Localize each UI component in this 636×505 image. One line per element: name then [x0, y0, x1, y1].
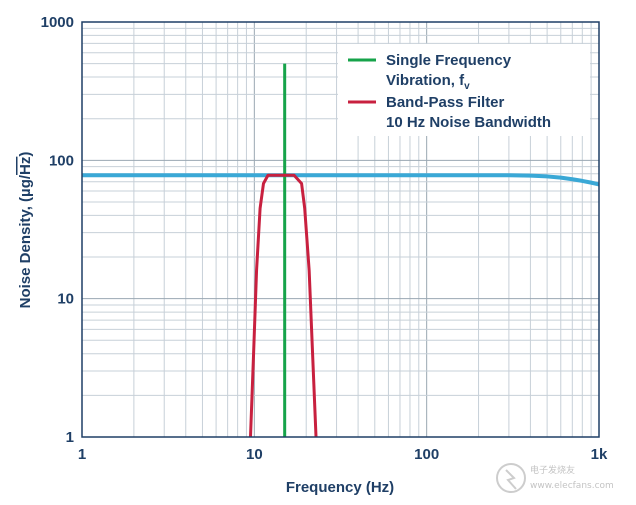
y-tick-label: 100: [49, 152, 74, 169]
legend-label-single-frequency-line1: Single Frequency: [386, 52, 512, 69]
legend-label-subscript-v: v: [464, 81, 470, 92]
x-tick-label: 1: [78, 446, 86, 463]
watermark-logo-bolt: [505, 469, 517, 490]
x-axis-title: Frequency (Hz): [286, 479, 394, 496]
watermark: 电子发烧友 www.elecfans.com: [496, 463, 614, 493]
watermark-text-cn: 电子发烧友: [530, 464, 575, 476]
x-tick-label: 1k: [591, 446, 608, 463]
y-axis-title-sqrt-hz: Hz: [17, 157, 34, 175]
y-axis-title-text: Noise Density, (µg/Hz): [17, 152, 34, 309]
legend-label-single-frequency-line2: Vibration, fv: [386, 72, 470, 92]
watermark-text-url: www.elecfans.com: [530, 481, 614, 491]
y-axis-title: Noise Density, (µg/Hz): [17, 152, 34, 309]
legend-label-band-pass-line1: Band-Pass Filter: [386, 94, 505, 111]
legend: Single Frequency Vibration, fv Band-Pass…: [338, 44, 590, 136]
legend-box: [338, 44, 590, 136]
y-axis-title-prefix: Noise Density, (µg/: [17, 174, 34, 308]
x-tick-label: 100: [414, 446, 439, 463]
y-tick-label: 1000: [41, 14, 74, 31]
y-tick-label: 1: [66, 429, 74, 446]
plot-frame: [81, 21, 600, 438]
series-line-band-pass-filter: [248, 173, 318, 437]
legend-label-vibration: Vibration, f: [386, 72, 465, 89]
tick-labels: 1 10 100 1k 1 10 100 1000: [41, 14, 608, 463]
series-layer: [82, 63, 599, 437]
watermark-logo-icon: [496, 463, 526, 493]
series-line-noise-density: [82, 173, 599, 187]
y-tick-label: 10: [57, 291, 74, 308]
legend-label-band-pass-line2: 10 Hz Noise Bandwidth: [386, 114, 551, 131]
y-axis-title-suffix: ): [17, 152, 34, 157]
x-tick-label: 10: [246, 446, 263, 463]
